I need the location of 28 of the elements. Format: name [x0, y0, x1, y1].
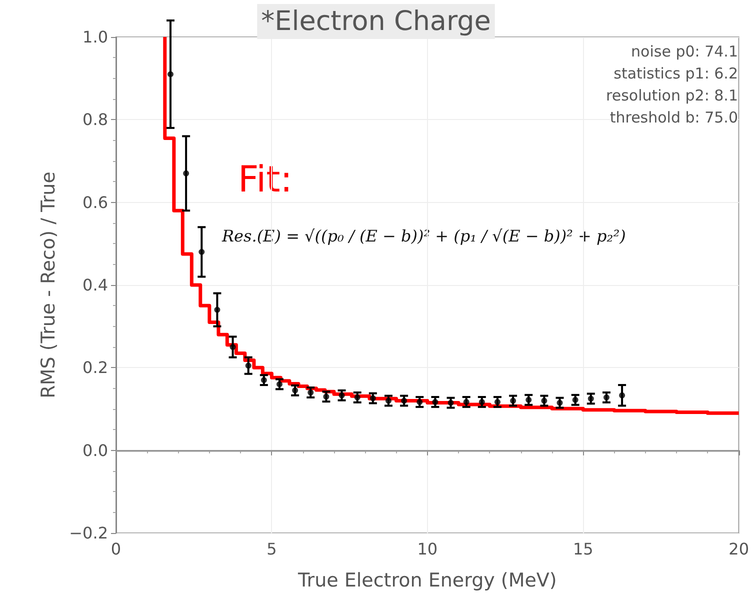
- point: [168, 71, 174, 78]
- annotation: threshold b: 75.0: [610, 108, 738, 126]
- point: [183, 170, 190, 176]
- x-axis-title: True Electron Energy (MeV): [296, 570, 557, 592]
- point: [198, 248, 205, 255]
- point: [619, 392, 626, 398]
- annotation: noise p0: 74.1: [631, 42, 738, 60]
- x-tick-label: 15: [572, 540, 594, 558]
- y-tick-label: 0.6: [82, 192, 108, 212]
- point: [276, 381, 282, 388]
- y-tick-label: 0.0: [82, 440, 108, 460]
- point: [245, 362, 252, 369]
- point: [214, 306, 220, 313]
- y-tick-label: 1.0: [82, 28, 108, 46]
- x-tick-label: 5: [266, 540, 277, 558]
- point: [230, 344, 236, 350]
- x-tick-label: 0: [110, 540, 122, 558]
- y-tick-label: 0.8: [82, 110, 108, 130]
- x-tick-label: 10: [417, 540, 438, 558]
- y-tick-label: 0.4: [82, 276, 108, 294]
- annotation: resolution p2: 8.1: [606, 86, 738, 104]
- y-tick-label: −0.2: [69, 524, 108, 542]
- y-tick-label: 0.2: [82, 358, 108, 378]
- chart-title: *Electron Charge: [261, 6, 491, 37]
- annotation: statistics p1: 6.2: [614, 64, 738, 82]
- annotation: Res.(E) = √((p₀ / (E − b))² + (p₁ / √(E − b))² + p₂²): [221, 226, 626, 246]
- y-axis-title: RMS (True - Reco) / True: [38, 172, 60, 398]
- x-tick-label: 20: [728, 540, 749, 558]
